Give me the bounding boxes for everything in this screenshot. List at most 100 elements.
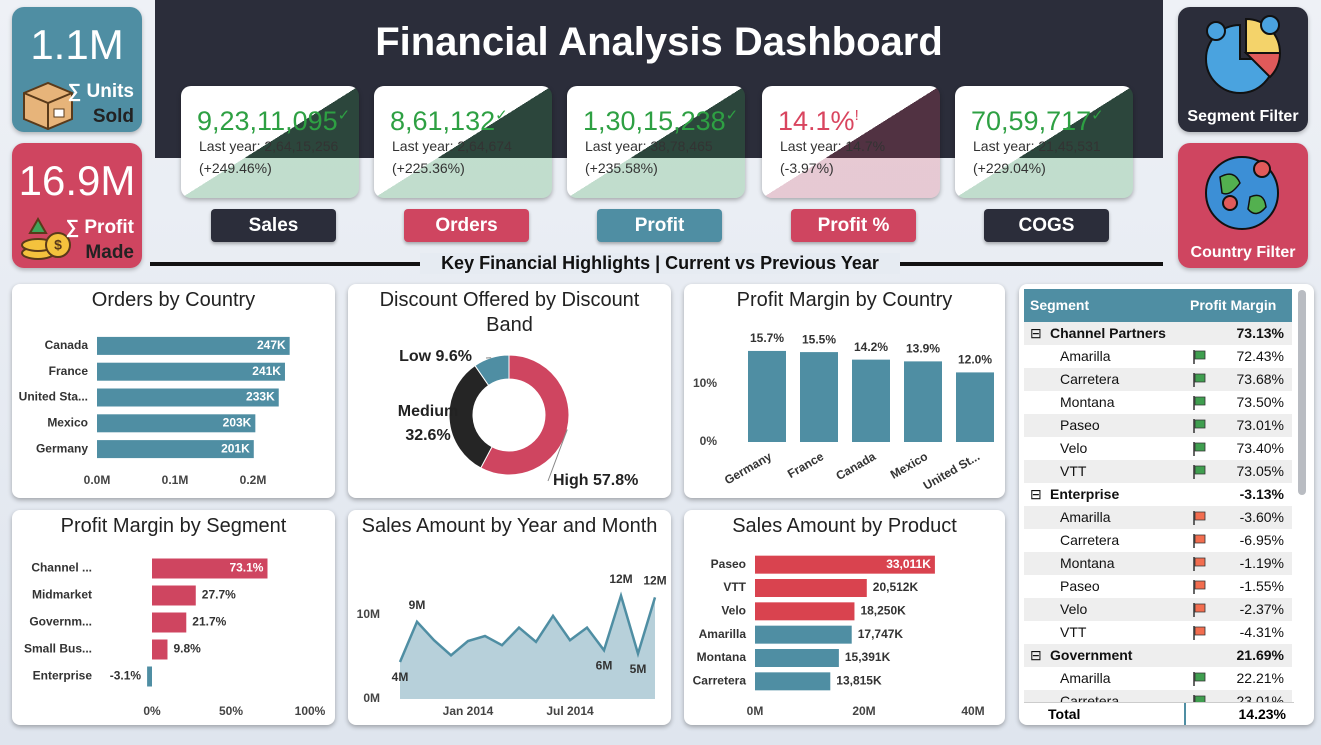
tile-value: 1.1M <box>30 21 124 68</box>
box-icon <box>23 81 73 131</box>
flag-icon <box>1193 672 1206 686</box>
chart-title: Profit Margin by Country <box>736 289 953 311</box>
flag-icon <box>1193 603 1206 617</box>
row-label: Paseo <box>1060 417 1100 433</box>
tile-label: ∑ Units Sold <box>68 79 134 129</box>
pie-icon <box>1205 15 1282 94</box>
detail-row: Amarilla 22.21% <box>1024 667 1292 690</box>
flag-icon <box>1193 465 1206 479</box>
row-value: -1.19% <box>1239 555 1284 571</box>
group-row: ⊟ Enterprise -3.13% <box>1024 483 1292 506</box>
row-value: -6.95% <box>1239 532 1284 548</box>
row-label: Amarilla <box>1060 509 1111 525</box>
kpi-card: 14.1%! Last year: 14.7% (-3.97%) <box>762 86 940 198</box>
units-tile: 1.1M ∑ Units Sold <box>12 7 142 132</box>
row-value: 73.01% <box>1236 417 1284 433</box>
column-header: Profit Margin <box>1190 297 1277 313</box>
group-name: Enterprise <box>1050 486 1120 502</box>
segment-table: Segment Profit Margin ⊟ Channel Partners 73.… <box>1024 289 1299 721</box>
detail-row: Paseo 73.01% <box>1024 414 1292 437</box>
kpi-change: (-3.97%) <box>780 160 834 176</box>
kpi-card: 1,30,15,238✓ Last year: 38,78,465 (+235.58… <box>567 86 745 198</box>
kpi-change: (+235.58%) <box>585 160 658 176</box>
row-label: Amarilla <box>1060 670 1111 686</box>
kpi-number: 1,30,15,238 <box>583 106 726 136</box>
kpi-indicator: ✓ <box>1091 107 1104 124</box>
chart-card: Orders by Country <box>12 284 335 498</box>
kpi-value: 1,30,15,238✓ <box>583 106 738 137</box>
kpi-number: 9,23,11,095 <box>197 106 338 136</box>
tile-sublabel: Sold <box>92 106 134 127</box>
expand-icon: ⊟ <box>1030 647 1042 663</box>
filter-label: Segment Filter <box>1187 108 1299 125</box>
kpi-card: 70,59,717✓ Last year: 21,45,531 (+229.04%) <box>955 86 1133 198</box>
kpi-label: COGS <box>984 209 1109 242</box>
kpi-last-year: Last year: 2,64,674 <box>392 138 512 154</box>
total-row: Total 14.23% <box>1024 702 1294 725</box>
row-value: 73.50% <box>1236 394 1284 410</box>
scrollbar[interactable] <box>1298 290 1306 495</box>
detail-row: Montana 73.50% <box>1024 391 1292 414</box>
kpi-label: Orders <box>404 209 529 242</box>
flag-icon <box>1193 626 1206 640</box>
chart-card: Sales Amount by Year and Month <box>348 510 671 725</box>
row-label: Carretera <box>1060 371 1120 387</box>
flag-icon <box>1193 557 1206 571</box>
chart-card: Discount Offered by Discount Band <box>348 284 671 498</box>
row-label: VTT <box>1060 624 1087 640</box>
country-filter[interactable]: Country Filter <box>1178 143 1308 268</box>
expand-icon: ⊟ <box>1030 325 1042 341</box>
kpi-card: 9,23,11,095✓ Last year: 2,64,15,256 (+249.… <box>181 86 359 198</box>
kpi-value: 14.1%! <box>778 106 859 137</box>
chart-card: Profit Margin by Country <box>684 284 1005 498</box>
detail-row: Velo 73.40% <box>1024 437 1292 460</box>
globe-icon <box>1205 156 1279 230</box>
kpi-change: (+229.04%) <box>973 160 1046 176</box>
profit-tile: 16.9M $ ∑ Profit Made <box>12 143 142 268</box>
kpi-card: 8,61,132✓ Last year: 2,64,674 (+225.36%) <box>374 86 552 198</box>
total-value: 14.23% <box>1238 706 1286 722</box>
kpi-indicator: ✓ <box>725 107 739 124</box>
expand-icon: ⊟ <box>1030 486 1042 502</box>
flag-icon <box>1193 442 1206 456</box>
kpi-label: Sales <box>211 209 336 242</box>
dashboard-title: Financial Analysis Dashboard <box>375 20 943 64</box>
detail-row: VTT -4.31% <box>1024 621 1292 644</box>
row-label: Montana <box>1060 394 1115 410</box>
kpi-label: Profit <box>597 209 722 242</box>
row-label: Paseo <box>1060 578 1100 594</box>
chart-title: Profit Margin by Segment <box>60 515 287 537</box>
flag-icon <box>1193 373 1206 387</box>
column-header: Segment <box>1030 297 1090 313</box>
kpi-number: 8,61,132 <box>390 106 496 136</box>
group-value: 73.13% <box>1236 325 1284 341</box>
kpi-value: 8,61,132✓ <box>390 106 508 137</box>
kpi-label: Profit % <box>791 209 916 242</box>
chart-title: Sales Amount by Year and Month <box>361 515 658 537</box>
row-value: -2.37% <box>1239 601 1284 617</box>
kpi-last-year: Last year: 21,45,531 <box>973 138 1101 154</box>
detail-row: Paseo -1.55% <box>1024 575 1292 598</box>
row-value: -3.60% <box>1239 509 1284 525</box>
row-value: 73.05% <box>1236 463 1284 479</box>
row-label: VTT <box>1060 463 1087 479</box>
kpi-value: 9,23,11,095✓ <box>197 106 350 137</box>
row-value: -4.31% <box>1239 624 1284 640</box>
detail-row: VTT 73.05% <box>1024 460 1292 483</box>
chart-card: Profit Margin by Segment <box>12 510 335 725</box>
coins-icon: $ <box>21 216 71 260</box>
group-row: ⊟ Government 21.69% <box>1024 644 1292 667</box>
flag-icon <box>1193 396 1206 410</box>
row-label: Amarilla <box>1060 348 1111 364</box>
svg-text:$: $ <box>54 237 62 253</box>
kpi-last-year: Last year: 2,64,15,256 <box>199 138 339 154</box>
filter-label: Country Filter <box>1190 244 1296 261</box>
detail-row: Velo -2.37% <box>1024 598 1292 621</box>
detail-row: Montana -1.19% <box>1024 552 1292 575</box>
kpi-last-year: Last year: 38,78,465 <box>585 138 713 154</box>
kpi-change: (+249.46%) <box>199 160 272 176</box>
segment-filter[interactable]: Segment Filter <box>1178 7 1308 132</box>
kpi-indicator: ! <box>854 107 859 124</box>
flag-icon <box>1193 580 1206 594</box>
